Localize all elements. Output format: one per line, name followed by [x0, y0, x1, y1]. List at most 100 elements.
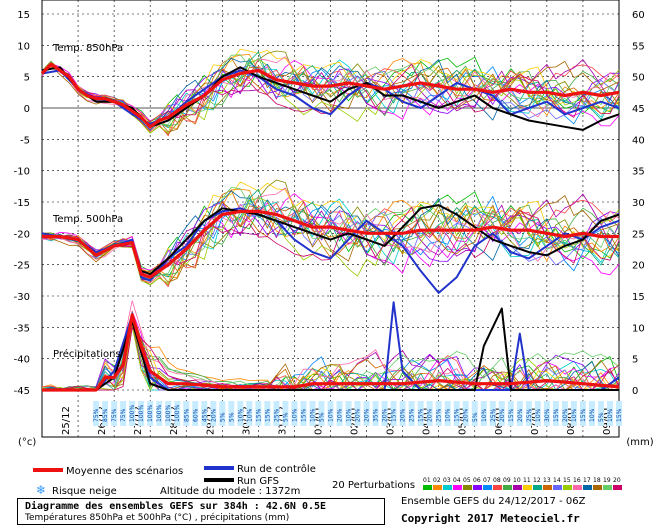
left-tick-label: -20 [14, 229, 30, 240]
snow-risk-cell [381, 401, 388, 426]
snow-risk-cell [93, 401, 100, 426]
perturbation-number: 04 [453, 477, 461, 484]
left-tick-label: 0 [24, 104, 30, 115]
snow-risk-value: 10% [346, 408, 353, 422]
info-box: Diagramme des ensembles GEFS sur 384h : … [17, 498, 385, 525]
snow-risk-value: 10% [246, 408, 253, 422]
perturbation-number: 19 [603, 477, 611, 484]
snow-risk-cell [408, 401, 415, 426]
snow-risk-value: 20% [210, 408, 217, 422]
snow-risk-cell [309, 401, 316, 426]
snow-risk-value: 15% [255, 408, 262, 422]
snow-risk-value: 25% [409, 408, 416, 422]
control-run-line [41, 69, 620, 125]
snow-risk-value: 15% [508, 408, 515, 422]
snow-risk-value: 75% [111, 408, 118, 422]
legend-perturbations-label: 20 Perturbations [332, 480, 415, 491]
perturbation-number: 01 [423, 477, 431, 484]
perturbation-number: 09 [503, 477, 511, 484]
perturbation-850-line [41, 58, 620, 134]
perturbation-swatch [613, 485, 622, 490]
snow-risk-value: 100% [165, 405, 172, 422]
snow-risk-value: 5% [472, 412, 479, 422]
snow-risk-cell [561, 401, 568, 426]
snow-risk-cell [444, 401, 451, 426]
snow-risk-value: 15% [391, 408, 398, 422]
perturbation-number: 14 [553, 477, 561, 484]
snow-risk-value: 45% [201, 408, 208, 422]
snow-risk-cell [300, 401, 307, 426]
right-tick-label: 60 [632, 10, 645, 21]
snow-risk-cell [228, 401, 235, 426]
perturbation-swatch [433, 485, 442, 490]
snow-risk-value: 20% [355, 408, 362, 422]
snow-risk-cell [336, 401, 343, 426]
snow-risk-value: 60% [192, 408, 199, 422]
left-tick-label: -25 [14, 261, 30, 272]
snow-risk-value: 15% [616, 408, 623, 422]
snow-risk-value: 10% [445, 408, 452, 422]
snow-risk-cell [616, 401, 622, 426]
legend-mean-label: Moyenne des scénarios [66, 465, 183, 477]
right-tick-label: 15 [632, 292, 645, 303]
perturbation-swatch [483, 485, 492, 490]
snow-risk-value: 100% [147, 405, 154, 422]
panel-label-t850: Temp. 850hPa [52, 43, 123, 54]
right-tick-label: 55 [632, 41, 645, 52]
snow-risk-value: 15% [454, 408, 461, 422]
legend-control-label: Run de contrôle [237, 463, 316, 475]
snow-risk-value: 20% [400, 408, 407, 422]
snow-risk-cell [111, 401, 118, 426]
snow-risk-cell [372, 401, 379, 426]
perturbation-swatch [523, 485, 532, 490]
chart-subtitle: Températures 850hPa et 500hPa (°C) , pré… [25, 513, 290, 523]
snow-risk-value: 20% [499, 408, 506, 422]
legend-altitude-label: Altitude du modele : 1372m [160, 486, 300, 497]
snow-risk-value: 10% [571, 408, 578, 422]
snow-risk-cell [120, 401, 127, 426]
perturbation-number: 15 [563, 477, 571, 484]
snow-risk-cell [345, 401, 352, 426]
snow-risk-value: 10% [607, 408, 614, 422]
snow-risk-value: 30% [544, 408, 551, 422]
left-tick-label: -45 [14, 386, 30, 397]
snow-risk-cell [165, 401, 172, 426]
snow-risk-value: 15% [300, 408, 307, 422]
right-tick-label: 5 [632, 355, 638, 366]
snow-risk-cell [570, 401, 577, 426]
snow-risk-value: 10% [291, 408, 298, 422]
snow-risk-cell [291, 401, 298, 426]
perturbation-swatch [443, 485, 452, 490]
snow-risk-cell [318, 401, 325, 426]
perturbation-swatch [563, 485, 572, 490]
left-tick-label: 5 [24, 73, 30, 84]
mean-line [42, 209, 619, 279]
perturbation-number: 17 [583, 477, 591, 484]
run-info: Ensemble GEFS du 24/12/2017 - 06Z [401, 496, 586, 507]
snow-risk-cell [138, 401, 145, 426]
right-tick-label: 25 [632, 229, 645, 240]
perturbation-number: 18 [593, 477, 601, 484]
grid [41, 0, 620, 438]
snow-risk-value: 15% [418, 408, 425, 422]
left-tick-label: -40 [14, 355, 30, 366]
snow-risk-cell [390, 401, 397, 426]
snow-risk-cell [183, 401, 190, 426]
mean-line [40, 62, 620, 129]
perturbation-swatch [583, 485, 592, 490]
perturbation-500-line [41, 197, 620, 286]
snow-risk-cell [201, 401, 208, 426]
snow-risk-cell [498, 401, 505, 426]
snow-risk-value: 5% [318, 412, 325, 422]
perturbation-number: 13 [543, 477, 551, 484]
perturbation-swatch [573, 485, 582, 490]
gfs-run-line [42, 307, 619, 391]
left-tick-label: 15 [17, 10, 30, 21]
right-tick-label: 45 [632, 104, 645, 115]
snow-risk-cell [282, 401, 289, 426]
snow-risk-value: 25% [490, 408, 497, 422]
perturbation-swatch [603, 485, 612, 490]
snow-risk-cell [417, 401, 424, 426]
snow-risk-cell [147, 401, 154, 426]
perturbation-number: 02 [433, 477, 441, 484]
